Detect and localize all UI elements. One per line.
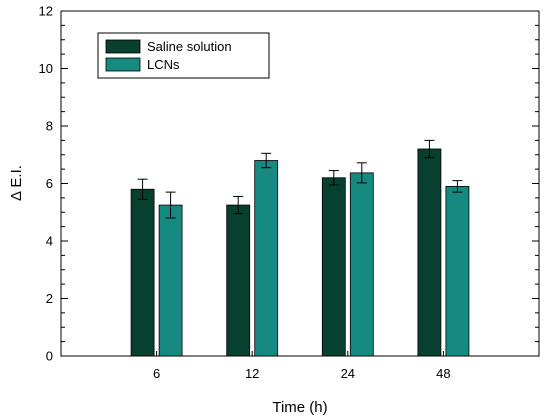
bar-lcns (158, 204, 183, 357)
bar-saline (417, 148, 442, 357)
x-tick-label: 48 (436, 366, 450, 381)
bar-saline (321, 177, 346, 357)
bar-lcns (445, 185, 470, 357)
legend-label-saline: Saline solution (147, 39, 232, 54)
x-axis-ticks: 6 12 24 48 (153, 351, 451, 381)
y-tick-label: 8 (46, 119, 53, 134)
x-tick-label: 6 (153, 366, 160, 381)
y-axis-ticks: 0 2 4 6 8 10 12 (39, 4, 539, 364)
error-bars-layer (137, 139, 463, 219)
x-axis-title: Time (h) (272, 399, 327, 416)
legend-swatch-lcns (105, 57, 141, 72)
y-axis-title: Δ E.I. (8, 165, 25, 201)
y-tick-label: 6 (46, 176, 53, 191)
x-tick-label: 24 (341, 366, 355, 381)
legend: Saline solution LCNs (97, 32, 270, 79)
y-tick-label: 10 (39, 61, 53, 76)
y-tick-label: 4 (46, 234, 53, 249)
x-tick-label: 12 (245, 366, 259, 381)
y-tick-label: 2 (46, 291, 53, 306)
legend-label-lcns: LCNs (147, 57, 180, 72)
y-tick-label: 0 (46, 349, 53, 364)
y-tick-label: 12 (39, 4, 53, 19)
legend-swatch-saline (105, 39, 141, 54)
bars-layer (130, 148, 470, 357)
bar-lcns (254, 160, 279, 357)
bar-saline (226, 204, 251, 357)
bar-saline (130, 188, 155, 357)
bar-lcns (349, 172, 374, 357)
